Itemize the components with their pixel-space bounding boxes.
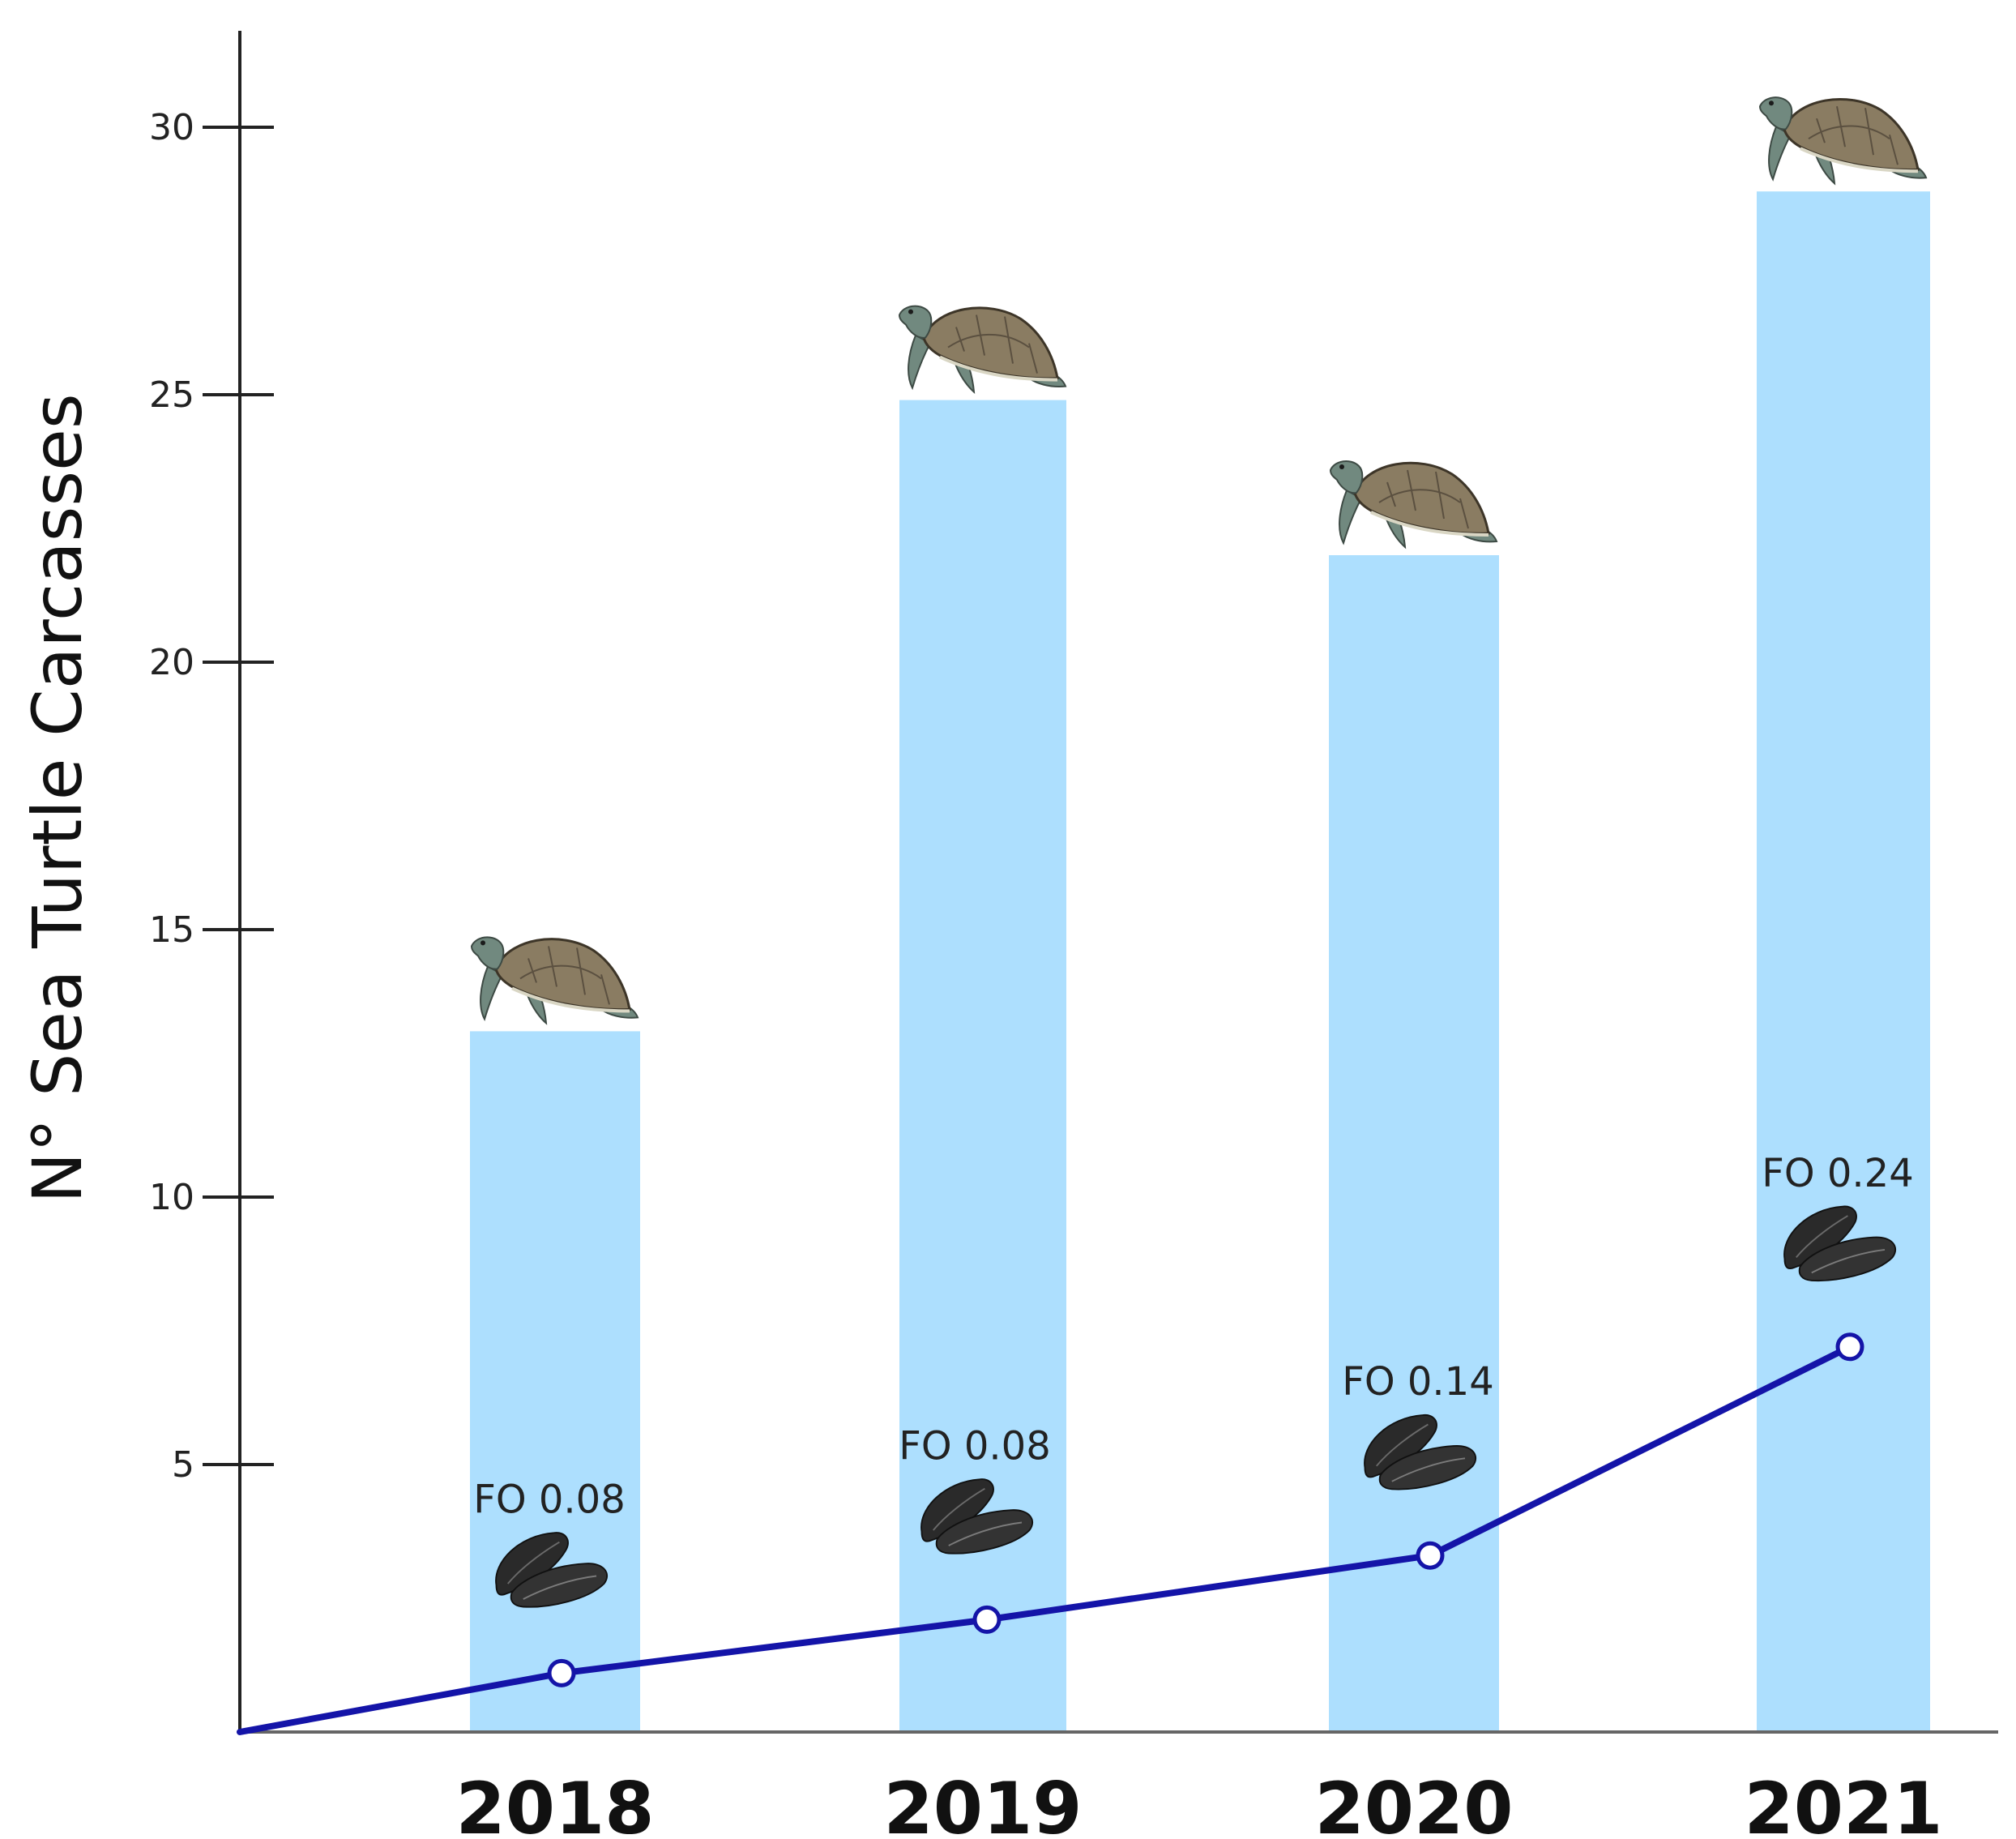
y-tick-label: 20	[149, 642, 194, 683]
fo-series-point	[547, 1658, 576, 1687]
x-tick-label-2018: 2018	[456, 1767, 655, 1839]
x-tick-label-2021: 2021	[1745, 1767, 1943, 1839]
fo-label: FO 0.08	[473, 1477, 626, 1522]
bar-2018	[470, 1031, 640, 1732]
sea-turtle-icon	[1329, 459, 1498, 549]
fo-label: FO 0.08	[899, 1423, 1051, 1469]
y-tick-label: 15	[149, 909, 194, 951]
bar-2021	[1757, 191, 1930, 1733]
fo-label: FO 0.14	[1342, 1359, 1494, 1405]
x-tick-label-2019: 2019	[884, 1767, 1083, 1839]
x-tick-label-2020: 2020	[1315, 1767, 1514, 1839]
line-layer: FO 0.08 FO 0.08 FO 0.14 FO 0.24	[237, 1151, 1914, 1735]
y-tick-label: 25	[149, 374, 194, 416]
y-tick-label: 10	[149, 1177, 194, 1218]
bars-layer	[470, 96, 1930, 1733]
y-tick-label: 30	[149, 107, 194, 148]
sea-turtle-icon	[470, 935, 639, 1025]
ticks-layer: 2018 2019 2020 2021 5 10 15 20 25 30	[149, 107, 1942, 1839]
axes-layer	[238, 31, 1998, 1734]
fo-series-point	[972, 1605, 1002, 1634]
fo-series-point	[1416, 1541, 1445, 1570]
y-tick-label: 5	[172, 1444, 194, 1486]
fo-label: FO 0.24	[1762, 1151, 1914, 1196]
sea-turtle-icon	[898, 304, 1067, 394]
fo-series-point	[1835, 1332, 1864, 1362]
y-axis-title: N° Sea Turtle Carcasses	[18, 393, 97, 1203]
sea-turtle-icon	[1758, 96, 1928, 186]
